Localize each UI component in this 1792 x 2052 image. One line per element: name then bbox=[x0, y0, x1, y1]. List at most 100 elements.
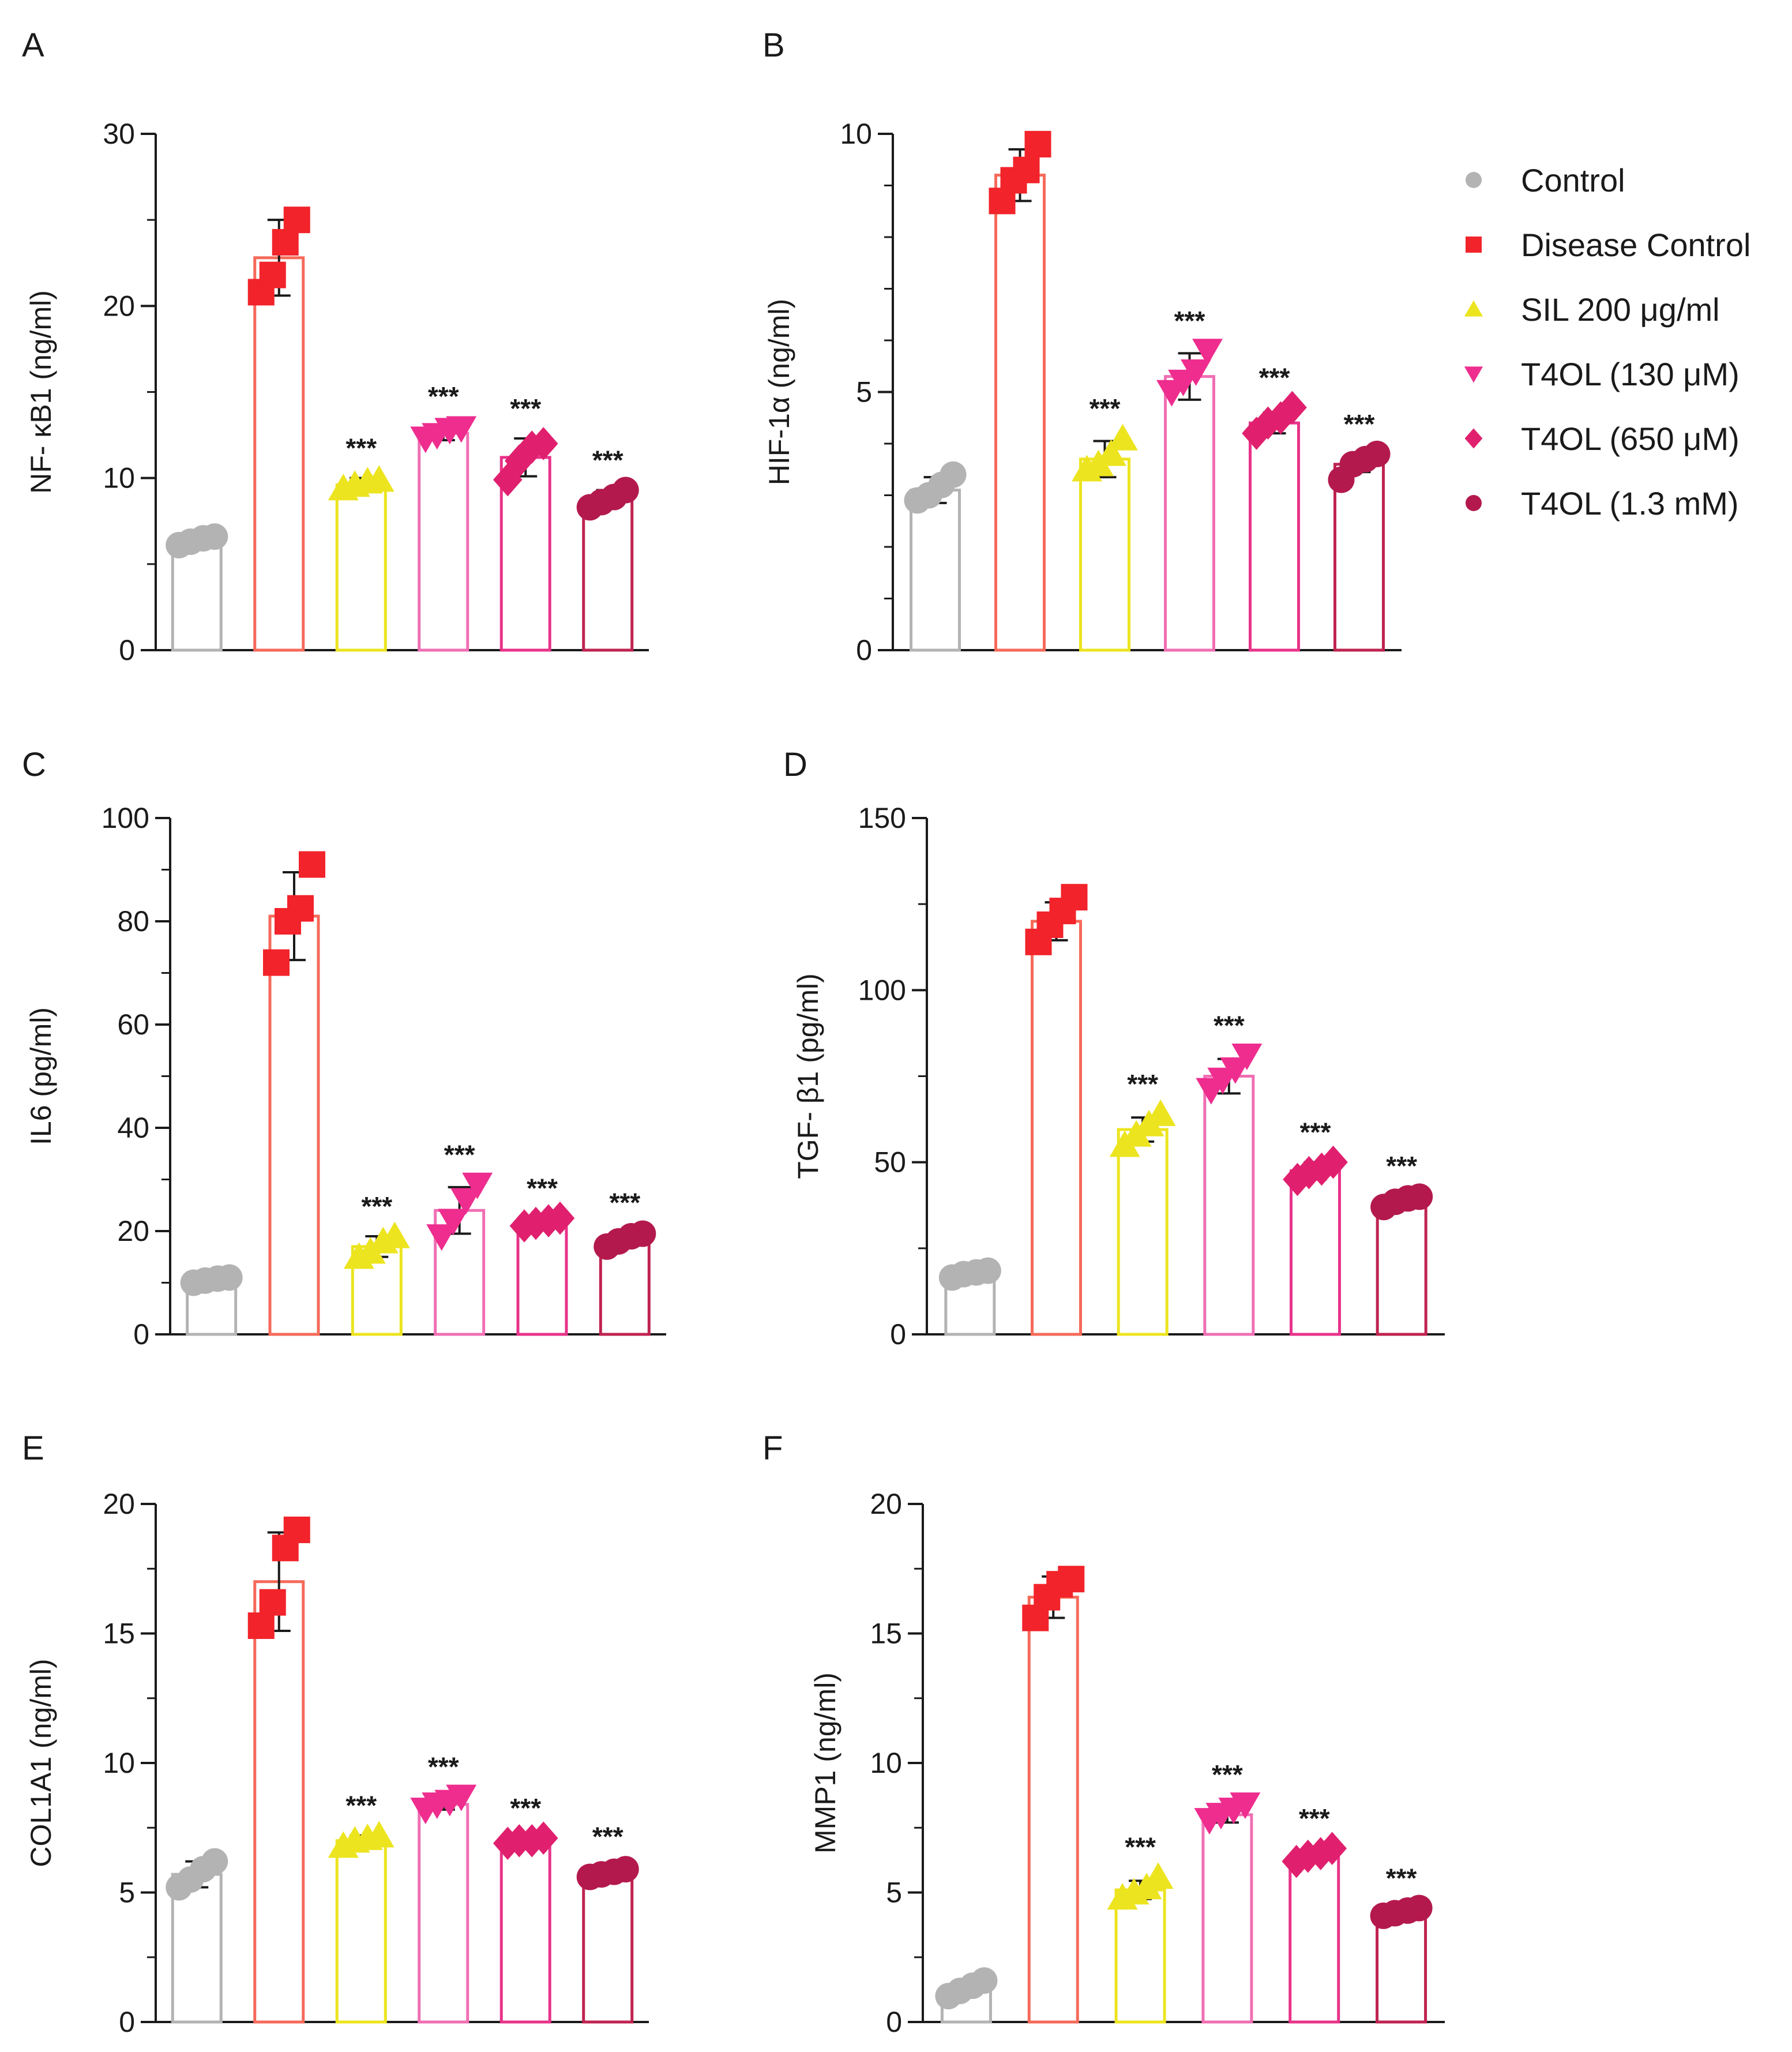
bar-group-disease-control bbox=[247, 207, 310, 652]
panel-c: C 0 20 40 60 80 100 IL6 (pg/ml) *** *** *** *** bbox=[22, 746, 666, 1351]
data-point bbox=[1143, 1862, 1174, 1889]
data-point bbox=[1363, 440, 1391, 467]
data-point bbox=[1278, 391, 1307, 425]
significance-label: *** bbox=[510, 393, 541, 423]
data-point bbox=[974, 1257, 1001, 1284]
y-axis-label: IL6 (pg/ml) bbox=[25, 1007, 57, 1145]
y-axis-label: MMP1 (ng/ml) bbox=[809, 1672, 841, 1854]
bar-t4ol-1-3-mm bbox=[582, 1870, 634, 2024]
y-tick-label: 10 bbox=[870, 1747, 902, 1779]
y-tick-label: 100 bbox=[102, 802, 149, 834]
data-point bbox=[438, 1209, 469, 1236]
data-point bbox=[629, 1220, 656, 1247]
legend-marker bbox=[1466, 495, 1482, 511]
significance-label: *** bbox=[1299, 1803, 1330, 1833]
data-point bbox=[612, 1856, 639, 1883]
bar-group-t4ol-1-3-mm: *** bbox=[576, 445, 639, 652]
y-tick-label: 15 bbox=[103, 1618, 135, 1650]
legend-label: T4OL (130 μM) bbox=[1521, 356, 1740, 392]
bar-group-sil-200-g-ml: *** bbox=[343, 1191, 410, 1336]
bar-group-sil-200-g-ml: *** bbox=[1072, 393, 1138, 652]
legend: Control Disease Control SIL 200 μg/ml T4OL … bbox=[1464, 162, 1750, 522]
significance-label: *** bbox=[592, 445, 623, 475]
legend-marker bbox=[1464, 366, 1483, 383]
significance-label: *** bbox=[345, 433, 377, 463]
bar-group-control bbox=[166, 1848, 228, 2024]
bar-t4ol-1-3-mm bbox=[1376, 1911, 1427, 2024]
data-point bbox=[299, 851, 325, 878]
bar-sil-200-g-ml bbox=[1079, 457, 1130, 652]
significance-label: *** bbox=[1214, 1011, 1245, 1041]
legend-item-t4ol-130-m: T4OL (130 μM) bbox=[1464, 356, 1740, 392]
data-point bbox=[379, 1221, 410, 1248]
y-tick-label: 10 bbox=[103, 462, 135, 494]
data-point bbox=[363, 465, 395, 492]
bar-t4ol-1-3-mm bbox=[582, 497, 634, 652]
panels: A 0 10 20 30 NF- κB1 (ng/ml) *** *** *** *** B 0 5 10… bbox=[22, 27, 1445, 2038]
y-tick-label: 20 bbox=[117, 1215, 149, 1247]
data-point bbox=[1024, 130, 1051, 157]
bar-group-t4ol-1-3-mm: *** bbox=[593, 1188, 656, 1336]
y-axis-label: TGF- β1 (pg/ml) bbox=[792, 973, 824, 1179]
data-point bbox=[287, 895, 314, 922]
y-tick-label: 5 bbox=[119, 1877, 135, 1909]
significance-label: *** bbox=[345, 1791, 377, 1821]
legend-item-t4ol-650-m: T4OL (650 μM) bbox=[1464, 421, 1740, 457]
data-point bbox=[940, 461, 967, 488]
panel-e: E 0 5 10 15 20 COL1A1 (ng/ml) *** *** *** *** bbox=[22, 1430, 649, 2038]
y-tick-label: 0 bbox=[133, 1318, 149, 1351]
data-point bbox=[521, 1206, 551, 1240]
bar-group-t4ol-130-m: *** bbox=[1194, 1760, 1261, 2024]
significance-label: *** bbox=[1386, 1863, 1417, 1893]
bar-sil-200-g-ml bbox=[335, 483, 387, 652]
significance-label: *** bbox=[428, 1751, 459, 1781]
significance-label: *** bbox=[361, 1191, 392, 1221]
significance-label: *** bbox=[1212, 1760, 1243, 1790]
bar-t4ol-130-m bbox=[1201, 1813, 1253, 2024]
y-axis-label: COL1A1 (ng/ml) bbox=[25, 1659, 57, 1867]
bar-disease-control bbox=[1031, 920, 1082, 1336]
significance-label: *** bbox=[609, 1188, 640, 1218]
legend-label: T4OL (1.3 mM) bbox=[1521, 485, 1739, 522]
bar-t4ol-1-3-mm bbox=[1376, 1198, 1427, 1336]
y-tick-label: 20 bbox=[103, 1488, 135, 1520]
data-point bbox=[1406, 1183, 1433, 1210]
bar-group-sil-200-g-ml: *** bbox=[1107, 1832, 1174, 2024]
bar-group-control bbox=[938, 1257, 1001, 1336]
data-point bbox=[259, 1589, 286, 1616]
y-tick-label: 5 bbox=[886, 1877, 902, 1909]
significance-label: *** bbox=[444, 1139, 475, 1169]
significance-label: *** bbox=[1090, 393, 1121, 423]
data-point bbox=[462, 1172, 493, 1199]
y-tick-label: 150 bbox=[858, 802, 906, 834]
data-point bbox=[426, 1224, 457, 1251]
bar-group-t4ol-650-m: *** bbox=[493, 1793, 558, 2024]
bar-t4ol-130-m bbox=[1164, 375, 1215, 652]
bar-group-t4ol-130-m: *** bbox=[410, 1751, 477, 2024]
bar-group-sil-200-g-ml: *** bbox=[328, 433, 395, 652]
bar-control bbox=[910, 489, 961, 652]
data-point bbox=[272, 228, 299, 256]
data-point bbox=[1406, 1895, 1433, 1922]
legend-marker bbox=[1464, 300, 1483, 317]
bar-group-t4ol-650-m: *** bbox=[1282, 1803, 1347, 2024]
legend-label: SIL 200 μg/ml bbox=[1521, 291, 1720, 328]
significance-label: *** bbox=[1344, 409, 1375, 439]
legend-marker bbox=[1466, 172, 1482, 188]
bar-group-disease-control bbox=[1022, 1566, 1085, 2024]
data-point bbox=[1220, 1057, 1251, 1084]
data-point bbox=[1013, 156, 1040, 183]
y-tick-label: 15 bbox=[870, 1618, 902, 1650]
panel-b: B 0 5 10 HIF-1α (ng/ml) *** *** *** *** bbox=[762, 27, 1402, 666]
bar-t4ol-130-m bbox=[418, 1803, 469, 2024]
legend-label: T4OL (650 μM) bbox=[1521, 421, 1740, 457]
bar-t4ol-650-m bbox=[1288, 1855, 1340, 2024]
legend-item-sil-200-g-ml: SIL 200 μg/ml bbox=[1464, 291, 1720, 328]
bar-group-sil-200-g-ml: *** bbox=[328, 1791, 395, 2024]
data-point bbox=[612, 477, 639, 504]
data-point bbox=[259, 261, 286, 288]
bar-sil-200-g-ml bbox=[1117, 1128, 1169, 1336]
data-point bbox=[1096, 439, 1126, 466]
data-point bbox=[971, 1967, 998, 1994]
bar-group-t4ol-1-3-mm: *** bbox=[1370, 1151, 1433, 1336]
